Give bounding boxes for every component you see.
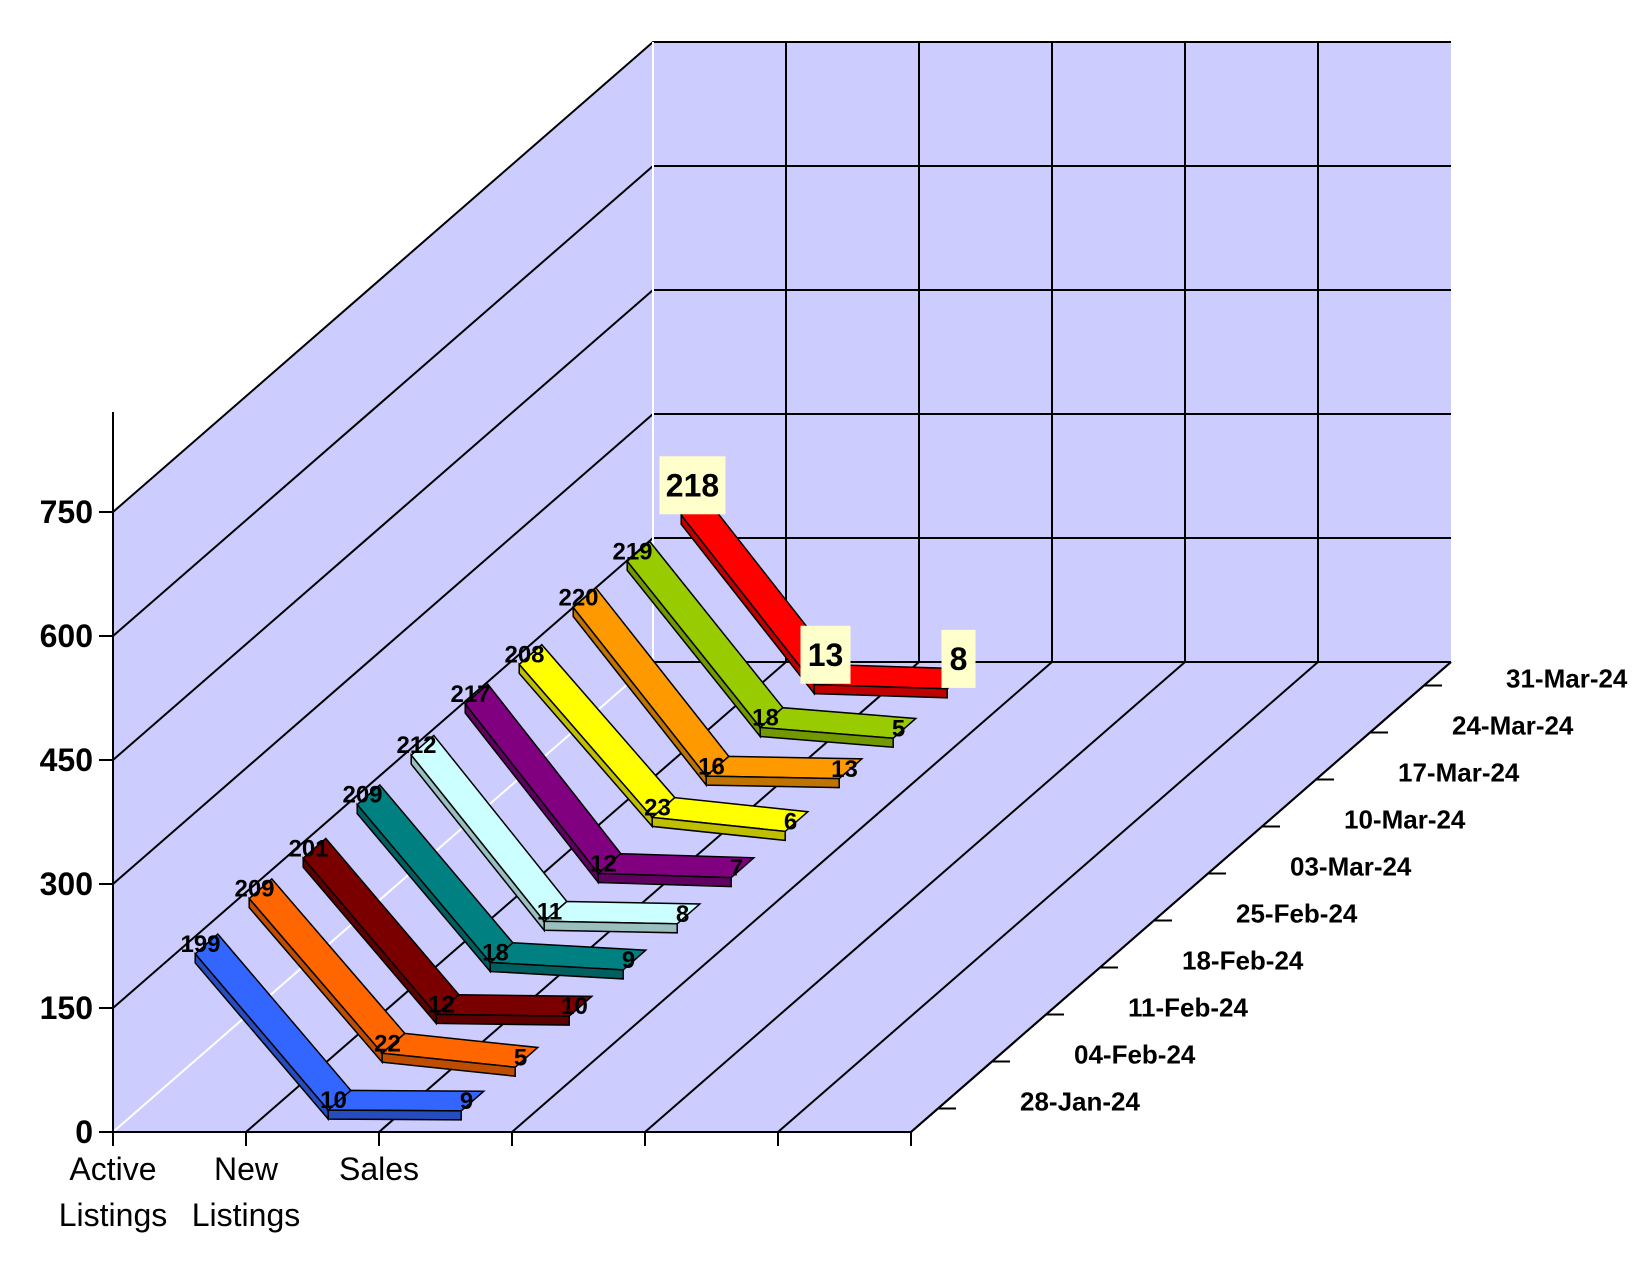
series-ribbon-31-Mar-24: [680, 494, 972, 699]
side-wall: [113, 42, 653, 1132]
series-ribbon-17-Mar-24: [572, 586, 864, 789]
ribbon-front: [489, 961, 624, 980]
data-label: 5: [514, 1044, 527, 1071]
series-axis-label: 03-Mar-24: [1290, 852, 1412, 882]
label-layer: 199 10 9 209 22 5 201 12 10 209 18 9 212 11 8 217 12 7 208…: [180, 456, 976, 1115]
data-label: 208: [504, 642, 544, 669]
ribbon-front: [327, 1109, 462, 1121]
series-ribbon-24-Mar-24: [626, 540, 918, 749]
series-axis-label: 28-Jan-24: [1020, 1087, 1140, 1117]
data-label: 22: [374, 1030, 401, 1057]
series-ribbon-11-Feb-24: [302, 837, 594, 1026]
data-label: 23: [644, 794, 671, 821]
data-label: 11: [537, 898, 562, 925]
corner-edge: [112, 661, 654, 1133]
data-label: 7: [730, 855, 743, 882]
ribbon-front: [435, 1013, 570, 1026]
category-label: New Listings: [192, 1151, 301, 1233]
data-label: 201: [288, 835, 328, 862]
series-axis-label: 04-Feb-24: [1074, 1040, 1196, 1070]
value-tick-label: 150: [40, 990, 93, 1026]
data-label: 16: [698, 753, 725, 780]
data-label: 10: [561, 993, 588, 1020]
ribbon-front: [597, 872, 732, 888]
chart-axes: 0 150 300 450 600 750 Active Listings New Listing…: [40, 412, 1628, 1233]
ribbon-front: [381, 1052, 516, 1078]
series-axis-label: 25-Feb-24: [1236, 899, 1358, 929]
ribbon-front: [759, 726, 894, 749]
data-label: 219: [612, 538, 652, 565]
data-label: 209: [342, 782, 382, 809]
data-label: 9: [460, 1088, 473, 1115]
data-label: 13: [831, 756, 858, 783]
data-label-box: [941, 629, 976, 688]
data-label: 218: [666, 467, 719, 503]
value-tick-label: 750: [40, 494, 93, 530]
value-tick-label: 300: [40, 866, 93, 902]
data-label: 9: [622, 947, 635, 974]
floor-gridline: [644, 661, 1186, 1133]
ribbon-front: [705, 775, 840, 789]
series-ribbon-04-Feb-24: [248, 877, 540, 1078]
data-label: 5: [892, 715, 905, 742]
series-ribbon-18-Feb-24: [356, 783, 648, 980]
category-label: Active Listings: [59, 1151, 168, 1233]
data-label-box: [800, 625, 851, 684]
value-tick-label: 600: [40, 618, 93, 654]
data-label: 10: [320, 1087, 347, 1114]
data-label: 8: [676, 901, 689, 928]
floor-gridline: [777, 661, 1319, 1133]
category-label: Sales: [339, 1151, 419, 1187]
series-axis-label: 10-Mar-24: [1344, 805, 1466, 835]
data-label: 13: [808, 637, 844, 673]
ribbon-front: [543, 920, 678, 934]
gridlines: [112, 41, 1452, 1133]
series-axis-label: 31-Mar-24: [1506, 664, 1628, 694]
series-axis-label: 17-Mar-24: [1398, 758, 1520, 788]
series-axis-line: [910, 661, 1452, 1133]
series-axis-label: 18-Feb-24: [1182, 946, 1304, 976]
ribbon-front: [651, 816, 786, 842]
series-ribbon-10-Mar-24: [518, 643, 810, 842]
data-label: 217: [450, 681, 490, 708]
value-tick-label: 0: [75, 1114, 93, 1150]
data-label: 12: [428, 992, 455, 1019]
data-label-box: [659, 456, 726, 515]
ribbon-front: [813, 683, 948, 699]
data-label: 18: [482, 940, 509, 967]
data-label: 220: [558, 585, 598, 612]
series-ribbon-03-Mar-24: [464, 683, 756, 888]
data-label: 18: [752, 705, 779, 732]
series-layer: [194, 494, 972, 1122]
data-label: 212: [396, 732, 436, 759]
series-axis-label: 24-Mar-24: [1452, 711, 1574, 741]
data-label: 6: [784, 809, 797, 836]
series-axis-label: 11-Feb-24: [1128, 993, 1248, 1023]
data-label: 209: [234, 876, 274, 903]
series-ribbon-25-Feb-24: [410, 734, 702, 934]
data-label: 8: [950, 641, 968, 677]
data-label: 199: [180, 931, 220, 958]
series-ribbon-28-Jan-24: [194, 933, 486, 1122]
floor-gridline: [511, 661, 1053, 1133]
value-tick-label: 450: [40, 742, 93, 778]
data-label: 12: [590, 851, 617, 878]
